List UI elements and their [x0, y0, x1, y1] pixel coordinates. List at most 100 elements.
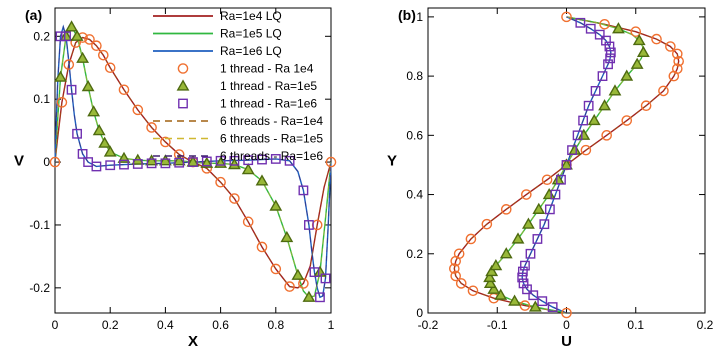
- x-axis-title: U: [561, 333, 572, 346]
- marker-ra1e5: [158, 154, 172, 166]
- marker-ra1e5: [483, 270, 497, 283]
- marker-ra1e4: [49, 156, 61, 168]
- marker-ra1e5: [269, 199, 283, 211]
- marker-ra1e4: [104, 62, 116, 74]
- marker-ra1e6: [174, 157, 185, 168]
- marker-ra1e5: [532, 202, 546, 214]
- marker-ra1e6: [605, 47, 616, 58]
- marker-ra1e6: [270, 154, 281, 164]
- marker-ra1e5: [636, 45, 650, 58]
- marker-ra1e4: [449, 263, 460, 274]
- marker-ra1e6: [72, 128, 82, 139]
- marker-ra1e6: [517, 266, 528, 277]
- x-tick-label: 0: [563, 318, 570, 332]
- legend-marker-ra1e4: [177, 63, 189, 74]
- marker-ra1e6: [550, 189, 561, 200]
- legend-label: Ra=1e5 LQ: [220, 27, 282, 41]
- marker-ra1e5: [598, 99, 611, 111]
- marker-ra1e4: [56, 97, 68, 108]
- y-tick-label: 0.1: [33, 92, 50, 106]
- marker-ra1e5: [98, 136, 112, 148]
- marker-ra1e5: [280, 230, 294, 243]
- y-tick-label: 0.4: [406, 188, 423, 202]
- marker-ra1e4: [455, 278, 467, 289]
- legend-label: 1 thread - Ra=1e6: [220, 97, 317, 111]
- marker-ra1e4: [630, 26, 642, 37]
- marker-ra1e5: [612, 22, 625, 34]
- marker-ra1e4: [450, 270, 462, 282]
- marker-ra1e4: [665, 41, 676, 52]
- marker-ra1e6: [243, 155, 254, 166]
- marker-ra1e6: [105, 160, 116, 171]
- marker-ra1e5: [587, 113, 601, 126]
- x-tick-label: 0: [52, 318, 59, 332]
- marker-ra1e6: [572, 130, 583, 141]
- marker-ra1e6: [603, 59, 613, 70]
- marker-ra1e5: [65, 20, 78, 32]
- marker-ra1e4: [521, 189, 532, 200]
- marker-ra1e5: [54, 70, 67, 82]
- marker-ra1e6: [304, 220, 314, 230]
- marker-ra1e6: [539, 219, 550, 230]
- marker-ra1e4: [270, 263, 282, 275]
- marker-ra1e6: [597, 71, 608, 82]
- marker-ra1e6: [547, 302, 558, 312]
- marker-ra1e4: [229, 193, 240, 204]
- marker-ra1e6: [601, 35, 611, 46]
- marker-ra1e5: [241, 163, 255, 175]
- marker-ra1e6: [77, 148, 88, 159]
- marker-ra1e4: [98, 49, 109, 61]
- marker-ra1e6: [309, 267, 320, 278]
- y-tick-label: 0.6: [406, 128, 423, 142]
- marker-ra1e5: [255, 174, 269, 186]
- marker-ra1e4: [672, 63, 683, 75]
- marker-ra1e6: [315, 292, 325, 303]
- marker-ra1e5: [302, 290, 316, 302]
- x-tick-label: 0.8: [267, 318, 284, 332]
- marker-ra1e6: [561, 160, 572, 170]
- y-axis-title: Y: [387, 153, 397, 170]
- marker-ra1e5: [522, 217, 535, 229]
- y-tick-label: 0.8: [406, 69, 423, 83]
- marker-ra1e5: [499, 247, 513, 259]
- marker-ra1e4: [325, 156, 337, 168]
- legend-label: Ra=1e6 LQ: [220, 44, 282, 58]
- marker-ra1e4: [132, 104, 144, 116]
- marker-ra1e4: [561, 307, 572, 319]
- marker-ra1e4: [453, 248, 465, 260]
- marker-ra1e5: [81, 79, 95, 92]
- legend-label: 6 threads - Ra=1e5: [220, 132, 323, 146]
- marker-ra1e4: [465, 233, 477, 245]
- marker-ra1e6: [298, 185, 309, 196]
- marker-ra1e4: [601, 130, 612, 141]
- x-tick-label: 0.2: [102, 318, 119, 332]
- marker-ra1e5: [227, 157, 241, 170]
- legend-label: 1 thread - Ra 1e4: [220, 62, 314, 76]
- y-tick-label: 0: [43, 155, 50, 169]
- marker-ra1e6: [160, 158, 171, 169]
- marker-ra1e6: [188, 157, 198, 167]
- legend-marker-ra1e6: [178, 98, 188, 109]
- y-tick-label: -0.2: [29, 281, 50, 295]
- marker-ra1e5: [172, 154, 186, 166]
- x-tick-label: 0.1: [627, 318, 644, 332]
- y-tick-label: 0.2: [33, 29, 50, 43]
- marker-ra1e4: [91, 40, 102, 52]
- marker-ra1e4: [146, 122, 157, 133]
- y-tick-label: 1: [416, 10, 423, 24]
- marker-ra1e5: [291, 268, 305, 280]
- marker-ra1e5: [608, 84, 622, 96]
- marker-ra1e6: [575, 17, 586, 28]
- x-tick-label: 0.2: [697, 318, 714, 332]
- marker-ra1e5: [92, 124, 106, 136]
- marker-ra1e5: [145, 154, 159, 166]
- marker-ra1e4: [481, 218, 493, 230]
- marker-ra1e5: [528, 300, 542, 312]
- marker-ra1e5: [508, 294, 521, 306]
- marker-ra1e6: [55, 31, 66, 42]
- marker-ra1e6: [320, 273, 331, 284]
- legend-marker-ra1e5: [176, 79, 190, 91]
- marker-ra1e5: [485, 264, 499, 277]
- x-tick-label: 1: [328, 318, 335, 332]
- marker-ra1e6: [517, 272, 528, 283]
